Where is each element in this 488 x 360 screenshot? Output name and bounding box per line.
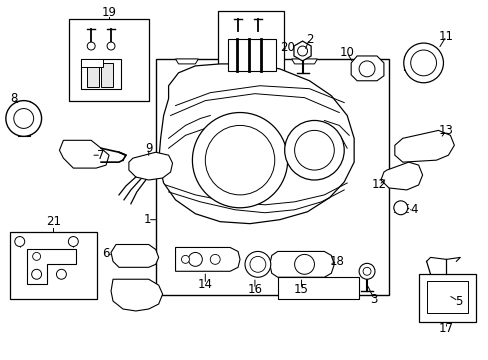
Bar <box>418 274 475 322</box>
Text: 18: 18 <box>329 255 344 268</box>
Text: 16: 16 <box>247 283 262 296</box>
Text: 13: 13 <box>438 124 453 137</box>
Circle shape <box>358 61 374 77</box>
Circle shape <box>15 237 25 247</box>
Circle shape <box>68 237 78 247</box>
Circle shape <box>14 109 34 129</box>
Text: 14: 14 <box>198 278 212 291</box>
Text: 4: 4 <box>409 203 417 216</box>
Text: 17: 17 <box>438 322 453 336</box>
Text: 15: 15 <box>293 283 308 296</box>
Circle shape <box>410 50 436 76</box>
Circle shape <box>294 255 314 274</box>
Text: 5: 5 <box>454 294 461 307</box>
Circle shape <box>244 251 270 277</box>
Bar <box>218 11 283 83</box>
Text: 20: 20 <box>280 41 294 54</box>
Bar <box>155 59 388 295</box>
Circle shape <box>358 264 374 279</box>
Bar <box>426 281 468 313</box>
Text: 6: 6 <box>102 247 110 260</box>
Polygon shape <box>380 162 422 190</box>
Circle shape <box>33 252 41 260</box>
Text: 12: 12 <box>371 179 386 192</box>
Circle shape <box>107 42 115 50</box>
Polygon shape <box>394 130 453 162</box>
Bar <box>10 231 97 299</box>
Polygon shape <box>111 279 163 311</box>
Bar <box>403 56 418 70</box>
Text: 9: 9 <box>145 142 152 155</box>
Circle shape <box>32 269 41 279</box>
Circle shape <box>188 252 202 266</box>
Circle shape <box>393 201 407 215</box>
Bar <box>228 39 275 71</box>
Bar <box>69 19 148 100</box>
Circle shape <box>56 269 66 279</box>
Text: 8: 8 <box>10 92 18 105</box>
Text: 19: 19 <box>102 6 116 19</box>
Polygon shape <box>158 64 353 224</box>
Bar <box>81 59 121 89</box>
Polygon shape <box>175 59 198 64</box>
Circle shape <box>205 125 274 195</box>
Circle shape <box>284 121 344 180</box>
Polygon shape <box>293 41 310 61</box>
Polygon shape <box>291 59 317 64</box>
Text: 1: 1 <box>143 213 151 226</box>
Polygon shape <box>27 249 76 284</box>
Circle shape <box>249 256 265 272</box>
Text: 11: 11 <box>438 30 453 42</box>
Polygon shape <box>350 56 383 81</box>
Circle shape <box>210 255 220 264</box>
Circle shape <box>6 100 41 136</box>
Polygon shape <box>269 251 334 277</box>
Circle shape <box>403 43 443 83</box>
Text: 7: 7 <box>97 149 104 162</box>
Circle shape <box>181 255 189 264</box>
Bar <box>101 63 113 87</box>
Circle shape <box>192 113 287 208</box>
Polygon shape <box>129 152 172 180</box>
Circle shape <box>362 267 370 275</box>
Bar <box>81 59 103 67</box>
Circle shape <box>87 42 95 50</box>
Bar <box>18 131 30 136</box>
Text: 21: 21 <box>46 215 61 228</box>
Circle shape <box>294 130 334 170</box>
Polygon shape <box>60 140 109 168</box>
Polygon shape <box>175 247 240 271</box>
Text: 2: 2 <box>305 33 313 46</box>
Bar <box>87 63 99 87</box>
Text: 3: 3 <box>369 293 377 306</box>
Bar <box>18 100 30 105</box>
Bar <box>277 277 358 299</box>
Circle shape <box>297 46 307 56</box>
Text: 10: 10 <box>339 46 354 59</box>
Polygon shape <box>111 244 158 267</box>
